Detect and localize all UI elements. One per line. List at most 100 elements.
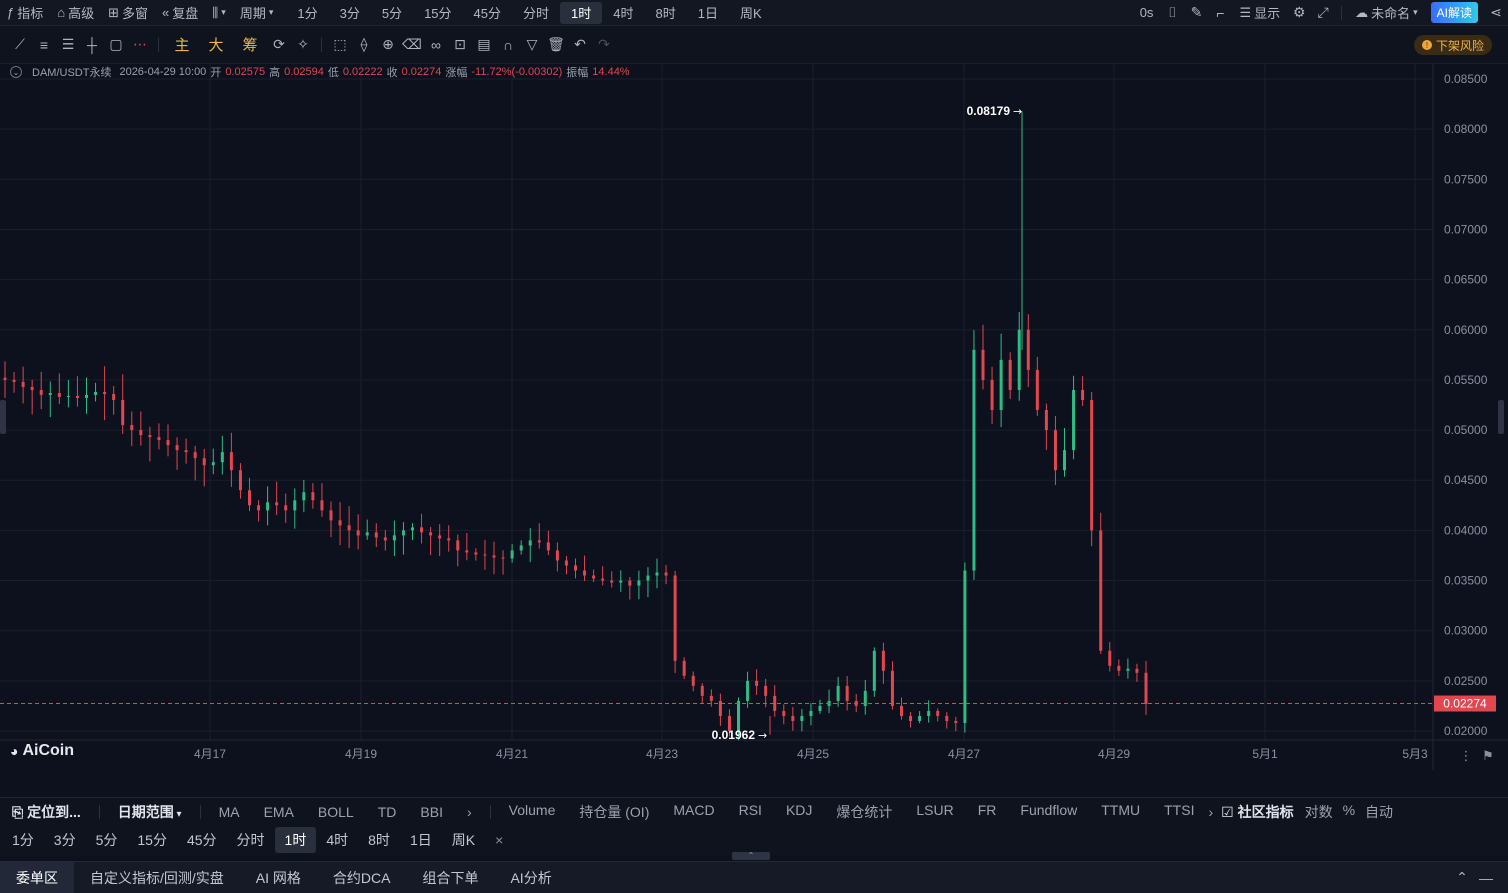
redo-icon[interactable]: ↷ [598,36,610,52]
display-button[interactable]: ☰ 显示 [1239,4,1281,22]
bottom-interval-0[interactable]: 1分 [12,832,34,848]
bottom-interval-9[interactable]: 1日 [409,832,432,848]
bottom-tab-3[interactable]: 合约DCA [332,869,391,886]
chip-distribution-icon[interactable]: ⋮ [1460,749,1473,764]
filter-icon[interactable]: ▽ [526,36,538,52]
date-range-dropdown[interactable]: 日期范围 ▾ [117,803,182,820]
interval-8[interactable]: 8时 [655,6,676,21]
candlestick-chart[interactable]: 0.08500 0.08000 0.07500 0.07000 0.06500 0.060… [0,64,1508,770]
select-icon[interactable]: ⬚ [333,36,347,52]
main-indicator-ema[interactable]: EMA [263,803,294,820]
main-indicator-boll[interactable]: BOLL [317,803,354,820]
sub-indicator-4[interactable]: KDJ [785,801,813,818]
rectangle-icon[interactable]: ▢ [109,36,123,52]
interval-7[interactable]: 4时 [613,6,634,21]
bottom-tab-4[interactable]: 组合下单 [422,869,479,886]
magnet-icon[interactable]: ∩ [502,36,514,53]
fullscreen-exit-icon[interactable]: ⌐ [1216,4,1225,21]
chevron-right-icon[interactable]: › [466,803,472,820]
topbar-item-4[interactable]: ⫼ ▾ [205,2,233,24]
link-icon[interactable]: ∞ [431,36,441,53]
settings-icon[interactable]: ⚙ [1292,4,1306,20]
bottom-interval-4[interactable]: 45分 [186,832,217,848]
template-icon[interactable]: ▤ [477,36,491,52]
axis-option-2[interactable]: 自动 [1365,803,1394,820]
chip-button[interactable]: 筹 [242,37,258,54]
trash-icon[interactable]: 🗑 [547,36,565,52]
sync-icon[interactable]: ⟳ [273,36,285,52]
community-indicators-button[interactable]: ☑ 社区指标 [1221,803,1294,820]
main-indicator-ma[interactable]: MA [218,803,240,820]
panel-toggle-handle[interactable]: ⌃ [732,852,770,860]
interval-6[interactable]: 1时 [560,1,603,24]
right-panel-handle[interactable] [1498,400,1504,434]
layout-dropdown[interactable]: ☁ 未命名 ▾ [1355,4,1418,22]
interval-1[interactable]: 3分 [339,6,360,21]
left-panel-handle[interactable] [0,400,6,434]
bottom-interval-6[interactable]: 1时 [274,827,317,853]
minimize-icon[interactable]: — [1479,869,1493,886]
axis-option-0[interactable]: 对数 [1304,803,1333,820]
sub-indicator-8[interactable]: Fundflow [1020,801,1078,818]
interval-0[interactable]: 1分 [297,6,318,21]
liquidation-icon[interactable]: ⚑ [1482,749,1494,764]
horizontal-lines-icon[interactable]: ≡ [39,36,49,53]
bottom-tab-5[interactable]: AI分析 [510,869,552,886]
magic-tool-icon[interactable]: ✧ [297,36,309,52]
sub-indicator-0[interactable]: Volume [508,801,556,818]
locate-button[interactable]: ⎘ 定位到... [12,803,81,820]
sub-indicator-6[interactable]: LSUR [916,801,954,818]
big-order-button[interactable]: 大 [208,37,224,54]
close-icon[interactable]: × [495,832,504,848]
eraser-icon[interactable]: ⌫ [402,36,422,52]
bottom-interval-1[interactable]: 3分 [53,832,76,848]
share-icon[interactable]: ⋖ [1490,4,1502,20]
topbar-item-3[interactable]: «复盘 [155,2,205,24]
sub-indicator-2[interactable]: MACD [673,801,715,818]
sub-indicator-5[interactable]: 爆仓统计 [836,803,893,820]
interval-9[interactable]: 1日 [697,6,718,21]
topbar-item-0[interactable]: ƒ 指标 [0,2,50,24]
pencil-icon[interactable]: ✎ [1190,4,1203,20]
more-tools-icon[interactable]: ⋯ [133,36,147,52]
delisting-risk-badge[interactable]: ! 下架风险 [1413,35,1492,55]
bottom-interval-2[interactable]: 5分 [95,832,118,848]
sub-indicator-10[interactable]: TTSI [1164,801,1195,818]
sub-indicator-9[interactable]: TTMU [1101,801,1141,818]
parallel-channel-icon[interactable]: ☰ [61,36,75,52]
period-dropdown[interactable]: 周期 ▾ [239,6,274,21]
interval-4[interactable]: 45分 [473,6,501,21]
main-indicator-bbi[interactable]: BBI [420,803,443,820]
trend-line-icon[interactable]: ⟋ [15,36,25,52]
collapse-icon[interactable]: ⌄ [10,66,22,78]
bottom-tab-1[interactable]: 自定义指标/回测/实盘 [90,869,224,886]
bottom-interval-10[interactable]: 周K [451,832,476,848]
sub-indicator-1[interactable]: 持仓量 (OI) [579,803,650,820]
bottom-interval-3[interactable]: 15分 [137,832,167,848]
cross-line-icon[interactable]: ┼ [87,36,97,53]
ai-interpret-button[interactable]: AI解读 [1430,2,1478,23]
axis-option-1[interactable]: % [1342,801,1356,818]
lock-icon[interactable]: ⊡ [454,36,466,52]
bottom-tab-2[interactable]: AI 网格 [255,869,301,886]
camera-icon[interactable]: ⌷ [1168,4,1177,20]
main-force-button[interactable]: 主 [174,37,190,54]
bottom-interval-5[interactable]: 分时 [236,832,265,848]
expand-icon[interactable]: ⤢ [1317,4,1329,20]
interval-5[interactable]: 分时 [523,6,550,21]
bottom-tab-0[interactable]: 委单区 [0,861,74,893]
bottom-interval-7[interactable]: 4时 [326,832,349,848]
topbar-item-1[interactable]: ⌂ 高级 [50,2,101,24]
chevron-up-icon[interactable]: ⌃ [1456,869,1468,885]
bottom-interval-8[interactable]: 8时 [368,832,390,848]
main-indicator-td[interactable]: TD [377,803,397,820]
interval-2[interactable]: 5分 [381,6,403,21]
ruler-icon[interactable]: ⟠ [360,36,368,52]
interval-10[interactable]: 周K [739,6,762,21]
undo-icon[interactable]: ↶ [574,36,586,52]
chevron-right-icon[interactable]: › [1208,803,1214,820]
sub-indicator-7[interactable]: FR [977,801,997,818]
sub-indicator-3[interactable]: RSI [738,801,762,818]
interval-3[interactable]: 15分 [424,6,452,21]
zoom-icon[interactable]: ⊕ [382,36,394,52]
